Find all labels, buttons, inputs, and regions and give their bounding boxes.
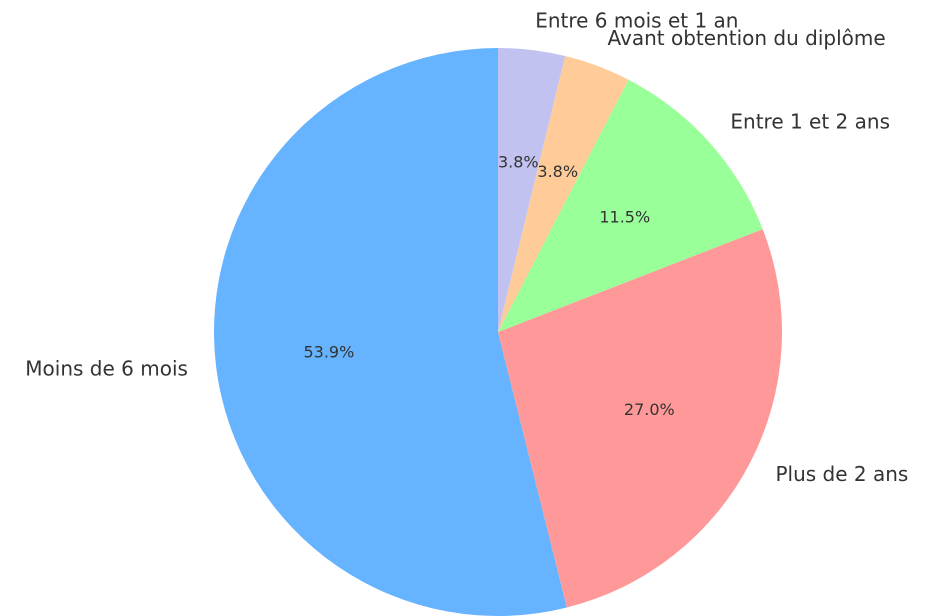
pie-slice: [498, 56, 629, 333]
pie-slice: [214, 48, 567, 616]
slice-percent: 3.8%: [498, 152, 539, 171]
slice-label: Entre 1 et 2 ans: [730, 110, 890, 134]
pie-slice: [498, 79, 763, 332]
slice-percent: 11.5%: [599, 208, 650, 227]
slice-percent: 27.0%: [624, 400, 675, 419]
slice-label: Avant obtention du diplôme: [608, 26, 886, 50]
slice-label: Entre 6 mois et 1 an: [535, 8, 738, 32]
pie-slice: [498, 229, 782, 608]
pie-slice: [498, 48, 566, 332]
slice-label: Moins de 6 mois: [25, 357, 188, 381]
slice-percent: 3.8%: [537, 162, 578, 181]
slice-label: Plus de 2 ans: [775, 462, 908, 486]
slice-percent: 53.9%: [303, 342, 354, 361]
